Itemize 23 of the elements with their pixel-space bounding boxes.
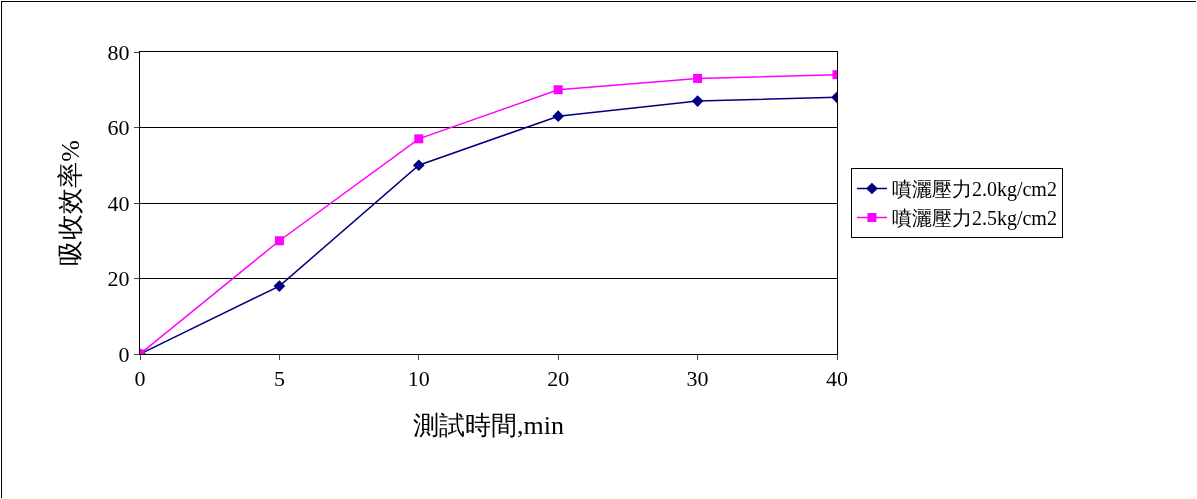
x-tick-label: 5	[273, 366, 285, 392]
point	[691, 95, 704, 107]
legend-label: 噴灑壓力2.0kg/cm2	[891, 178, 1057, 202]
x-tick-label: 20	[547, 366, 570, 392]
y-tick-label: 0	[118, 341, 130, 367]
x-tick-label: 10	[407, 366, 430, 392]
y-tick-label: 40	[107, 190, 130, 216]
x-tick-label: 40	[826, 366, 848, 392]
legend-label: 噴灑壓力2.5kg/cm2	[891, 207, 1057, 231]
y-tick-label: 60	[107, 115, 130, 141]
y-tick-label: 20	[107, 266, 130, 292]
point	[274, 236, 284, 246]
point	[553, 85, 563, 95]
point	[693, 73, 703, 83]
y-tick-label: 80	[107, 39, 130, 65]
point	[412, 159, 425, 172]
x-tick-label: 0	[134, 366, 146, 392]
point	[552, 110, 565, 123]
y-axis-title: 吸收效率%	[56, 140, 85, 266]
point	[414, 134, 424, 144]
point	[273, 280, 286, 292]
x-axis-title: 測試時間,min	[413, 411, 564, 441]
x-tick-label: 30	[686, 366, 709, 392]
